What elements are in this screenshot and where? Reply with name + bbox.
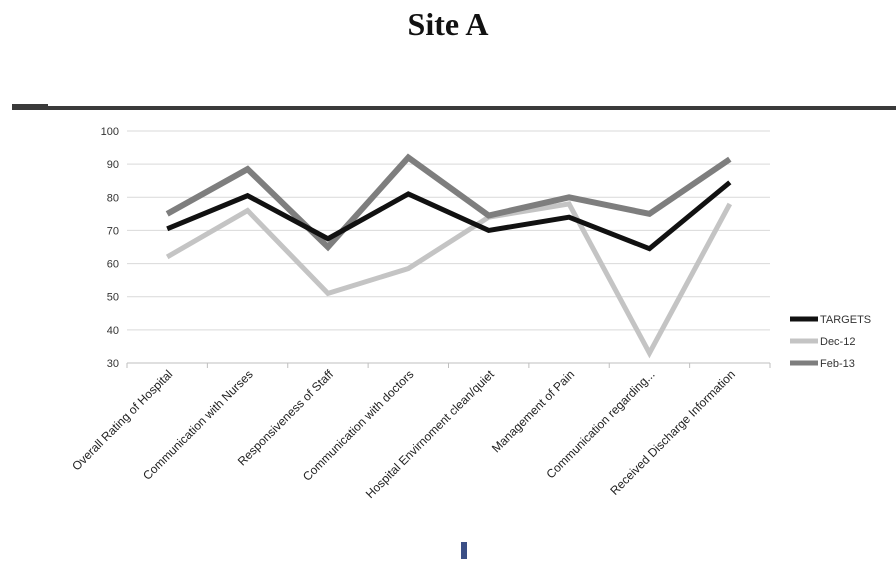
- legend-label-dec-12: Dec-12: [820, 336, 855, 348]
- y-tick-label: 90: [107, 159, 119, 171]
- x-category-label: Management of Pain: [489, 367, 577, 455]
- y-tick-label: 100: [101, 126, 119, 138]
- y-tick-label: 80: [107, 192, 119, 204]
- y-tick-label: 70: [107, 225, 119, 237]
- legend-label-targets: TARGETS: [820, 314, 871, 326]
- y-tick-label: 30: [107, 358, 119, 370]
- x-category-label: Hospital Envirnoment clean/quiet: [363, 367, 497, 501]
- bottom-decoration: [461, 542, 467, 559]
- y-tick-label: 40: [107, 325, 119, 337]
- series-line-dec-12: [167, 204, 730, 353]
- series-line-feb-13: [167, 158, 730, 247]
- legend-label-feb-13: Feb-13: [820, 358, 855, 370]
- y-tick-label: 60: [107, 259, 119, 271]
- y-tick-label: 50: [107, 292, 119, 304]
